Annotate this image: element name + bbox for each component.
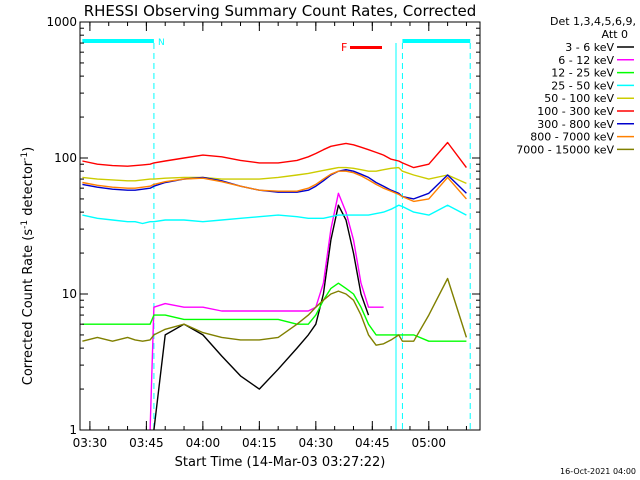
legend-header-attenuator: Att 0 [602, 28, 628, 41]
series-line-50-100-kev [82, 166, 467, 185]
plot-frame [79, 21, 481, 431]
x-tick-label: 04:30 [299, 436, 334, 450]
x-tick-label: 04:00 [186, 436, 221, 450]
legend-label-25-50-kev: 25 - 50 keV [551, 79, 614, 92]
y-tick-label: 100 [54, 151, 77, 165]
series-line-12-25-kev [82, 282, 467, 342]
legend-label-6-12-kev: 6 - 12 keV [558, 54, 614, 67]
series-line-100-300-kev [82, 141, 467, 169]
x-tick-label: 04:15 [242, 436, 277, 450]
x-tick-label: 03:30 [73, 436, 108, 450]
series-line-25-50-kev [82, 204, 467, 225]
night-marker-label: N [158, 38, 165, 48]
flare-bar [350, 46, 382, 49]
legend-label-100-300-kev: 100 - 300 keV [537, 105, 614, 118]
legend-label-50-100-kev: 50 - 100 keV [544, 92, 614, 105]
y-axis-label-exponent-2: -1 [20, 152, 30, 161]
x-tick-label: 04:45 [355, 436, 390, 450]
series-line-800-7000-kev [82, 170, 467, 203]
plot-area: N F 1 10 100 1000 03:30 03:45 04:00 04:15 04:30 04:… [46, 15, 481, 450]
y-axis-label-exponent-1: -1 [20, 220, 30, 229]
legend-label-300-800-kev: 300 - 800 keV [537, 118, 614, 131]
footer-date: 16-Oct-2021 04:00 [560, 467, 636, 476]
night-bar-2 [402, 39, 471, 43]
y-axis-label-part-3: ) [21, 147, 36, 152]
series-line-7000-15000-kev [82, 277, 468, 346]
y-tick-label: 10 [62, 287, 77, 301]
night-bar-1 [82, 39, 154, 43]
y-axis-label-part-1: Corrected Count Rate (s [21, 229, 36, 386]
series-line-3-6-kev [153, 204, 370, 431]
flare-marker-label: F [341, 41, 347, 54]
legend-label-3-6-kev: 3 - 6 keV [565, 41, 614, 54]
y-axis-label-part-2: detector [21, 160, 36, 220]
legend-label-800-7000-kev: 800 - 7000 keV [530, 131, 614, 144]
y-axis-label: Corrected Count Rate (s-1 detector-1) [20, 147, 36, 385]
series-line-6-12-kev [149, 192, 384, 431]
x-axis-label: Start Time (14-Mar-03 03:27:22) [175, 455, 386, 470]
legend-header-detectors: Det 1,3,4,5,6,9, [550, 15, 636, 28]
chart-title: RHESSI Observing Summary Count Rates, Co… [84, 2, 477, 20]
legend-label-7000-15000-kev: 7000 - 15000 keV [516, 143, 614, 156]
legend-label-12-25-kev: 12 - 25 keV [551, 67, 614, 80]
x-tick-label: 05:00 [411, 436, 446, 450]
x-tick-label: 03:45 [129, 436, 164, 450]
series-line-300-800-kev [82, 169, 467, 200]
y-tick-label: 1 [69, 423, 77, 437]
y-tick-label: 1000 [46, 15, 77, 29]
